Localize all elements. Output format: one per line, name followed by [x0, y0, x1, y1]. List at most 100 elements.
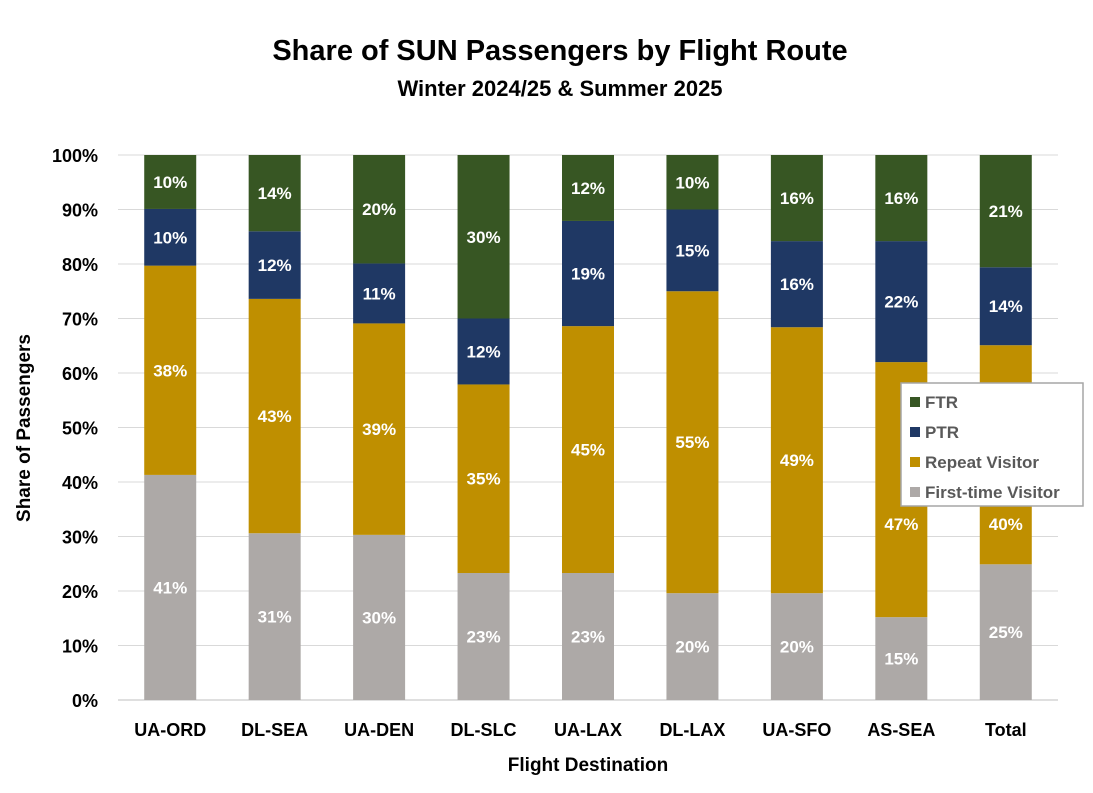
- data-label: 21%: [989, 202, 1023, 221]
- x-tick-label: UA-SFO: [762, 720, 831, 740]
- x-tick-label: DL-SEA: [241, 720, 308, 740]
- x-tick-label: Total: [985, 720, 1027, 740]
- bar-segment: [144, 208, 197, 266]
- bar-segment: [457, 573, 510, 700]
- bar-segment: [562, 326, 614, 574]
- bar-segment: [248, 533, 301, 700]
- data-label: 23%: [467, 628, 501, 647]
- bar-segment: [248, 231, 301, 299]
- bar-segment: [666, 209, 719, 292]
- legend-label: FTR: [925, 393, 958, 412]
- bar-segment: [770, 241, 823, 328]
- bar-segment: [875, 617, 928, 700]
- x-axis-label: Flight Destination: [508, 755, 668, 776]
- y-tick-label: 60%: [62, 364, 98, 384]
- chart-subtitle: Winter 2024/25 & Summer 2025: [397, 76, 722, 101]
- bar-segment: [770, 593, 823, 700]
- y-tick-label: 90%: [62, 201, 98, 221]
- data-label: 11%: [363, 284, 396, 303]
- data-label: 12%: [467, 342, 501, 361]
- data-label: 10%: [153, 173, 187, 192]
- y-tick-label: 10%: [62, 637, 98, 657]
- data-label: 23%: [571, 628, 605, 647]
- data-label: 39%: [362, 420, 396, 439]
- bar-segment: [353, 263, 406, 324]
- bar-segment: [353, 534, 406, 700]
- bar-segment: [666, 593, 719, 700]
- data-label: 14%: [989, 297, 1023, 316]
- data-label: 20%: [675, 638, 709, 657]
- data-label: 43%: [258, 407, 292, 426]
- y-tick-label: 80%: [62, 255, 98, 275]
- data-label: 10%: [153, 228, 187, 247]
- bar-segment: [353, 155, 406, 264]
- y-axis-label: Share of Passengers: [14, 334, 35, 522]
- data-label: 16%: [780, 275, 814, 294]
- bar-segment: [875, 155, 928, 242]
- y-tick-label: 100%: [52, 146, 98, 166]
- data-label: 25%: [989, 623, 1023, 642]
- bar-segment: [457, 384, 510, 574]
- bar-segment: [353, 323, 406, 535]
- bar-segment: [666, 291, 719, 594]
- bar-segment: [562, 573, 614, 700]
- y-tick-label: 30%: [62, 528, 98, 548]
- x-tick-label: DL-SLC: [451, 720, 517, 740]
- data-label: 40%: [989, 515, 1023, 534]
- data-label: 47%: [884, 515, 918, 534]
- y-tick-label: 70%: [62, 310, 98, 330]
- data-label: 30%: [362, 608, 396, 627]
- bar-segment: [457, 318, 510, 385]
- data-label: 55%: [675, 433, 709, 452]
- bar-segment: [875, 241, 928, 363]
- bar-segment: [144, 155, 197, 209]
- data-label: 30%: [467, 228, 501, 247]
- y-tick-label: 20%: [62, 582, 98, 602]
- data-label: 15%: [675, 241, 709, 260]
- x-tick-label: AS-SEA: [867, 720, 935, 740]
- x-tick-label: UA-ORD: [134, 720, 206, 740]
- legend-swatch: [910, 397, 920, 407]
- legend-swatch: [910, 457, 920, 467]
- x-tick-label: UA-DEN: [344, 720, 414, 740]
- legend-label: Repeat Visitor: [925, 453, 1039, 472]
- data-label: 10%: [675, 173, 709, 192]
- x-tick-label: DL-LAX: [659, 720, 725, 740]
- data-label: 22%: [884, 293, 918, 312]
- bar-segment: [979, 267, 1032, 346]
- data-label: 41%: [153, 578, 187, 597]
- y-tick-label: 50%: [62, 419, 98, 439]
- data-label: 14%: [258, 184, 292, 203]
- data-label: 19%: [571, 265, 605, 284]
- x-tick-label: UA-LAX: [554, 720, 622, 740]
- legend-swatch: [910, 427, 920, 437]
- data-label: 12%: [571, 179, 605, 198]
- data-label: 16%: [884, 189, 918, 208]
- bar-segment: [979, 155, 1032, 268]
- bar-segment: [979, 564, 1032, 700]
- bar-segment: [248, 298, 301, 534]
- y-tick-label: 40%: [62, 473, 98, 493]
- bar-segment: [457, 155, 510, 319]
- bar-segment: [144, 474, 197, 700]
- chart-title: Share of SUN Passengers by Flight Route: [272, 35, 847, 67]
- data-label: 31%: [258, 608, 292, 627]
- data-label: 20%: [362, 200, 396, 219]
- data-label: 38%: [153, 361, 187, 380]
- legend-label: PTR: [925, 423, 959, 442]
- bar-segment: [562, 155, 614, 221]
- legend-label: First-time Visitor: [925, 483, 1060, 502]
- data-label: 15%: [884, 650, 918, 669]
- data-label: 49%: [780, 451, 814, 470]
- legend: [900, 382, 1084, 507]
- data-label: 45%: [571, 441, 605, 460]
- data-label: 16%: [780, 189, 814, 208]
- bar-segment: [666, 155, 719, 210]
- bar-segment: [770, 327, 823, 594]
- bar-segment: [144, 265, 197, 475]
- data-label: 20%: [780, 638, 814, 657]
- bar-segment: [770, 155, 823, 242]
- bar-segment: [562, 220, 614, 327]
- y-tick-label: 0%: [72, 691, 98, 711]
- data-label: 35%: [467, 470, 501, 489]
